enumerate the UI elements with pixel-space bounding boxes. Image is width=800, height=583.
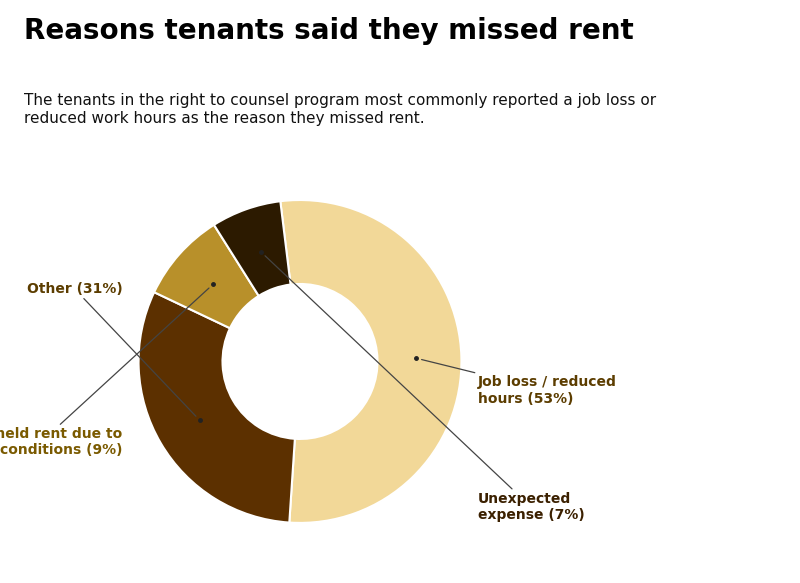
Wedge shape (138, 292, 295, 522)
Text: Withheld rent due to
conditions (9%): Withheld rent due to conditions (9%) (0, 288, 209, 457)
Wedge shape (154, 225, 258, 328)
Text: Unexpected
expense (7%): Unexpected expense (7%) (265, 256, 584, 522)
Text: Job loss / reduced
hours (53%): Job loss / reduced hours (53%) (422, 360, 617, 406)
Text: The tenants in the right to counsel program most commonly reported a job loss or: The tenants in the right to counsel prog… (24, 93, 656, 126)
Wedge shape (280, 200, 462, 523)
Text: Reasons tenants said they missed rent: Reasons tenants said they missed rent (24, 17, 634, 45)
Text: Other (31%): Other (31%) (26, 282, 196, 416)
Wedge shape (214, 201, 290, 296)
